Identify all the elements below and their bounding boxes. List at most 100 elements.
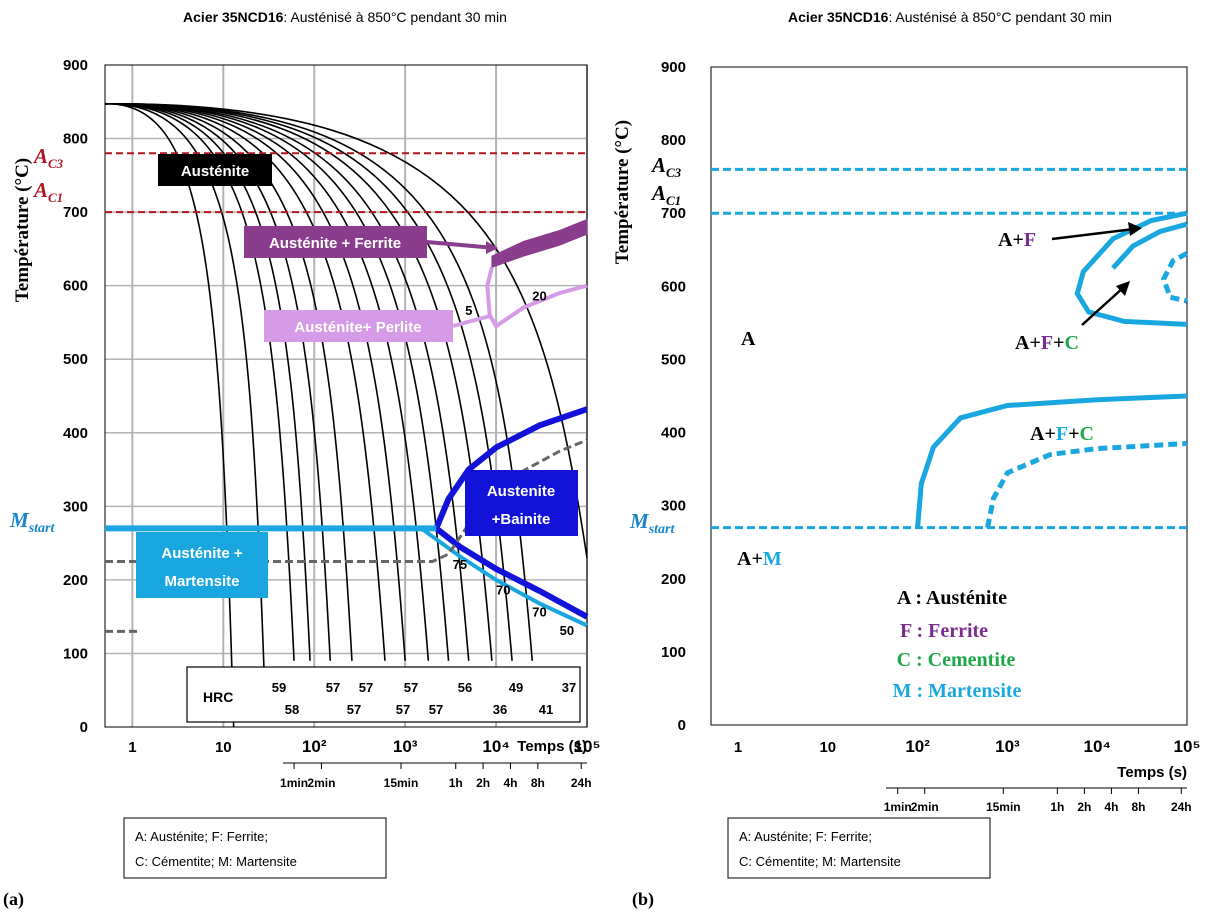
hrc-value: 41: [539, 702, 553, 717]
panel-a-plot-frame: [104, 64, 588, 728]
panel-a-y-ticks: 0 100 200 300 400 500 600 700 800 900: [63, 57, 88, 736]
cooling-curve: [104, 102, 265, 669]
panel-b-label: (b): [632, 889, 654, 910]
y-tick-label: 700: [661, 205, 686, 222]
panel-a-hrc-box: HRC 59 57 57 57 56 49 37 58 57 57 57 36 41: [186, 666, 581, 723]
curve-annotation: 75: [453, 557, 467, 572]
x-tick-label: 10⁵: [574, 737, 601, 756]
hrc-value: 58: [285, 702, 299, 717]
y-tick-label: 500: [661, 351, 686, 368]
cooling-curve: [104, 102, 235, 728]
panel-a-cooling-curves: [104, 102, 588, 728]
panel-b-ferrite-end-curve: [1111, 221, 1188, 270]
svg-text:Austenite: Austenite: [487, 483, 555, 500]
x-tick-label: 10³: [393, 737, 418, 756]
panel-b-bainite-start-curve: [915, 393, 1188, 528]
x-tick-label: 10: [819, 739, 836, 756]
y-tick-label: 600: [63, 278, 88, 295]
svg-text:Austénite+ Perlite: Austénite+ Perlite: [294, 319, 421, 336]
panel-a-title: Acier 35NCD16: Austénisé à 850°C pendant…: [183, 9, 507, 25]
time-tick-label: 8h: [531, 776, 545, 790]
svg-text:M : Martensite: M : Martensite: [893, 680, 1022, 702]
y-tick-label: 200: [63, 572, 88, 589]
hrc-value: 49: [509, 680, 523, 695]
curve-annotation: 70: [496, 583, 510, 598]
panel-b-bainite-end-curve: [985, 441, 1188, 529]
time-tick-label: 1min: [280, 776, 308, 790]
panel-b-ferrite-start-curve: [1074, 210, 1188, 327]
hrc-value: 59: [272, 680, 286, 695]
hrc-value: 36: [493, 702, 507, 717]
x-tick-label: 10²: [302, 737, 327, 756]
panel-a-ferrite-pointer: [426, 240, 496, 250]
panel-b-region-a-f-c-lower: A+F+C: [1030, 423, 1094, 445]
panel-b-afc-arrow: [1081, 286, 1125, 326]
panel-a-y-axis-label: Température (°C): [12, 158, 33, 302]
panel-a-x-ticks: 1 10 10² 10³ 10⁴ 10⁵: [128, 737, 600, 756]
panel-a-ac1-label: AC1: [32, 178, 63, 205]
panel-a-ferrite-band: [491, 218, 588, 269]
svg-text:C: Cémentite; M: Martensite: C: Cémentite; M: Martensite: [135, 854, 297, 869]
svg-text:Austénite + Ferrite: Austénite + Ferrite: [269, 235, 401, 252]
panel-b-legend-box: A: Austénite; F: Ferrite; C: Cémentite; …: [727, 817, 991, 879]
y-tick-label: 400: [63, 425, 88, 442]
svg-text:A: Austénite; F: Ferrite;: A: Austénite; F: Ferrite;: [739, 829, 872, 844]
curve-annotation: 70: [532, 605, 546, 620]
time-tick-label: 15min: [384, 776, 419, 790]
y-tick-label: 500: [63, 351, 88, 368]
time-tick-label: 4h: [503, 776, 517, 790]
time-tick-label: 24h: [1171, 800, 1192, 814]
time-tick-label: 2min: [307, 776, 335, 790]
panel-b-time-ticks: 1min 2min 15min 1h 2h 4h 8h 24h: [884, 788, 1192, 814]
time-tick-label: 4h: [1104, 800, 1118, 814]
panel-b-region-a-f: A+F: [998, 229, 1036, 251]
panel-b-y-ticks: 0 100 200 300 400 500 600 700 800 900: [661, 59, 686, 734]
panel-a-x-axis-label: Temps (s): [517, 738, 587, 755]
svg-text:A: Austénite; F: Ferrite;: A: Austénite; F: Ferrite;: [135, 829, 268, 844]
y-tick-label: 100: [63, 645, 88, 662]
x-tick-label: 1: [128, 739, 136, 756]
svg-text:A : Austénite: A : Austénite: [897, 587, 1007, 609]
cooling-curve: [104, 102, 588, 558]
x-tick-label: 10⁴: [482, 737, 509, 756]
y-tick-label: 600: [661, 278, 686, 295]
x-tick-label: 10³: [995, 737, 1020, 756]
curve-annotation: 5: [465, 303, 472, 318]
y-tick-label: 900: [63, 57, 88, 74]
panel-b-phase-legend: A : Austénite F : Ferrite C : Cementite …: [893, 587, 1022, 702]
time-tick-label: 24h: [571, 776, 592, 790]
time-tick-label: 2h: [476, 776, 490, 790]
panel-b-title: Acier 35NCD16: Austénisé à 850°C pendant…: [788, 9, 1112, 25]
curve-annotation: 20: [532, 288, 546, 303]
panel-a: Acier 35NCD16: Austénisé à 850°C pendant…: [3, 9, 600, 910]
y-tick-label: 400: [661, 425, 686, 442]
time-tick-label: 8h: [1131, 800, 1145, 814]
curve-annotation: 50: [560, 623, 574, 638]
y-tick-label: 900: [661, 59, 686, 76]
hrc-value: 56: [458, 680, 472, 695]
panel-b-y-axis-label: Température (°C): [612, 120, 633, 264]
y-tick-label: 0: [80, 719, 88, 736]
panel-a-region-austenite-ferrite: Austénite + Ferrite: [244, 226, 427, 258]
panel-a-bainite-start-curve: [433, 406, 588, 530]
hrc-value: 37: [562, 680, 576, 695]
panel-a-hrc-label: HRC: [203, 689, 233, 705]
panel-b-afc-arrowhead: [1116, 281, 1130, 296]
hrc-value: 57: [404, 680, 418, 695]
time-tick-label: 1min: [884, 800, 912, 814]
panel-a-legend-box: A: Austénite; F: Ferrite; C: Cémentite; …: [123, 817, 387, 879]
x-tick-label: 1: [734, 739, 742, 756]
panel-a-region-austenite-perlite: Austénite+ Perlite: [264, 310, 453, 342]
svg-text:Austénite +: Austénite +: [161, 545, 243, 562]
panel-a-label: (a): [3, 889, 24, 910]
time-tick-label: 15min: [986, 800, 1021, 814]
panel-b-af-arrowhead: [1128, 222, 1142, 236]
hrc-value: 57: [326, 680, 340, 695]
panel-a-mstart-label: Mstart: [9, 508, 55, 536]
panel-b: Acier 35NCD16: Austénisé à 850°C pendant…: [612, 9, 1200, 910]
y-tick-label: 300: [63, 498, 88, 515]
x-tick-label: 10⁵: [1174, 737, 1201, 756]
panel-a-perlite-curve: [485, 266, 588, 329]
time-tick-label: 2min: [911, 800, 939, 814]
